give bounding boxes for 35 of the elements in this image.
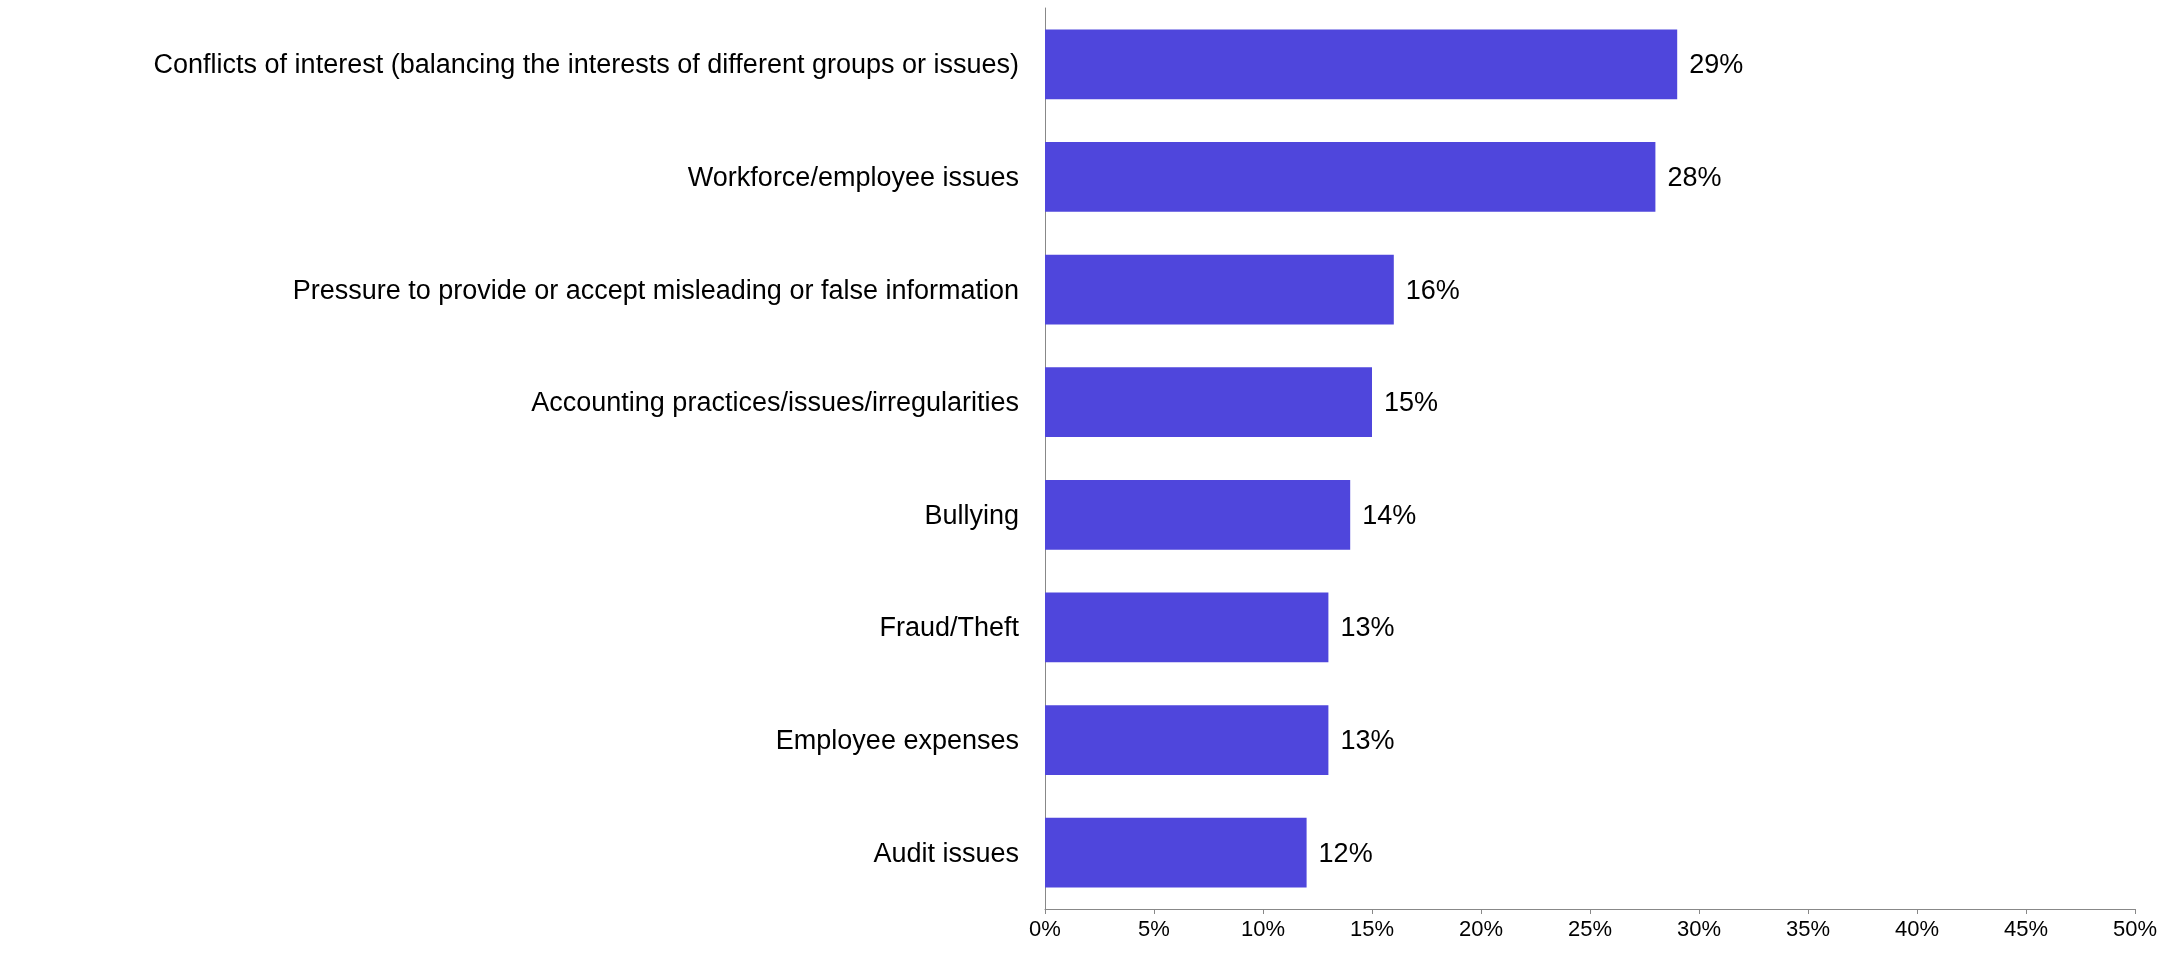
bar (1045, 817, 1307, 888)
y-tick-label: Fraud/Theft (879, 612, 1020, 643)
y-tick-label: Bullying (924, 499, 1019, 530)
x-tick-label: 30% (1676, 915, 1722, 941)
bar (1045, 479, 1351, 550)
x-tick-label: 25% (1567, 915, 1613, 941)
bar (1045, 142, 1656, 212)
y-tick-label: Workforce/employee issues (687, 161, 1019, 192)
x-tick-label: 5% (1138, 915, 1170, 941)
y-tick-label: Conflicts of interest (balancing the interests of different groups or issues) (153, 49, 1019, 80)
x-tick-label: 45% (2003, 915, 2049, 941)
y-tick-label: Accounting practices/issues/irregularities (531, 387, 1019, 418)
x-tick-label: 40% (1894, 915, 1940, 941)
data-label: 28% (1667, 161, 1722, 192)
data-label: 13% (1340, 612, 1395, 643)
bar (1045, 367, 1372, 438)
data-label: 14% (1362, 499, 1417, 530)
data-label: 15% (1384, 387, 1439, 418)
y-tick-label: Pressure to provide or accept misleading or false information (292, 274, 1019, 305)
y-tick-label: Audit issues (873, 837, 1019, 868)
bar (1045, 705, 1329, 775)
data-label: 29% (1689, 49, 1744, 80)
data-label: 13% (1340, 725, 1395, 756)
data-label: 16% (1405, 274, 1460, 305)
data-label: 12% (1318, 837, 1373, 868)
bar (1045, 254, 1394, 325)
y-tick-label: Employee expenses (775, 725, 1019, 756)
x-tick-label: 20% (1458, 915, 1504, 941)
x-tick-label: 15% (1349, 915, 1395, 941)
x-tick-label: 35% (1785, 915, 1831, 941)
bar (1045, 29, 1678, 100)
bar (1045, 592, 1329, 663)
x-tick-label: 50% (2112, 915, 2158, 941)
x-tick-label: 10% (1240, 915, 1286, 941)
x-tick-label: 0% (1029, 915, 1061, 941)
